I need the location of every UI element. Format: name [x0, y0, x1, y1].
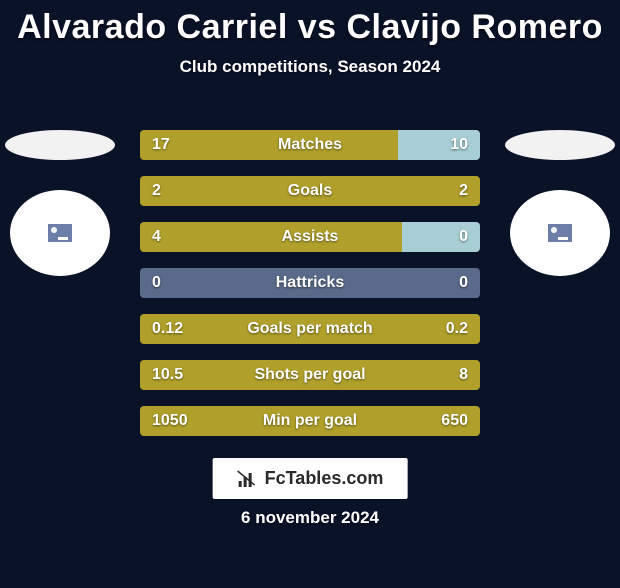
- brand-badge: FcTables.com: [213, 458, 408, 499]
- value-right: 10: [450, 136, 468, 154]
- stat-row: 4Assists0: [140, 222, 480, 252]
- player-right-block: [500, 130, 620, 276]
- flag-oval-right: [505, 130, 615, 160]
- value-right: 2: [459, 182, 468, 200]
- comparison-rows: 17Matches102Goals24Assists00Hattricks00.…: [140, 130, 480, 436]
- stat-label: Shots per goal: [140, 366, 480, 384]
- value-right: 8: [459, 366, 468, 384]
- stat-row: 17Matches10: [140, 130, 480, 160]
- stat-row: 10.5Shots per goal8: [140, 360, 480, 390]
- brand-text: FcTables.com: [265, 468, 384, 489]
- stat-label: Goals: [140, 182, 480, 200]
- avatar-left: [10, 190, 110, 276]
- stat-label: Min per goal: [140, 412, 480, 430]
- subtitle: Club competitions, Season 2024: [0, 57, 620, 77]
- player-left-block: [0, 130, 120, 276]
- chart-bars-icon: [237, 469, 257, 489]
- value-right: 0: [459, 228, 468, 246]
- stat-label: Matches: [140, 136, 480, 154]
- stat-label: Goals per match: [140, 320, 480, 338]
- value-right: 650: [441, 412, 468, 430]
- placeholder-photo-icon: [548, 224, 572, 242]
- stat-row: 0Hattricks0: [140, 268, 480, 298]
- stat-label: Hattricks: [140, 274, 480, 292]
- stat-label: Assists: [140, 228, 480, 246]
- avatar-right: [510, 190, 610, 276]
- stat-row: 1050Min per goal650: [140, 406, 480, 436]
- page-title: Alvarado Carriel vs Clavijo Romero: [0, 8, 620, 47]
- flag-oval-left: [5, 130, 115, 160]
- value-right: 0: [459, 274, 468, 292]
- date-line: 6 november 2024: [0, 508, 620, 528]
- stat-row: 2Goals2: [140, 176, 480, 206]
- stat-row: 0.12Goals per match0.2: [140, 314, 480, 344]
- value-right: 0.2: [446, 320, 468, 338]
- placeholder-photo-icon: [48, 224, 72, 242]
